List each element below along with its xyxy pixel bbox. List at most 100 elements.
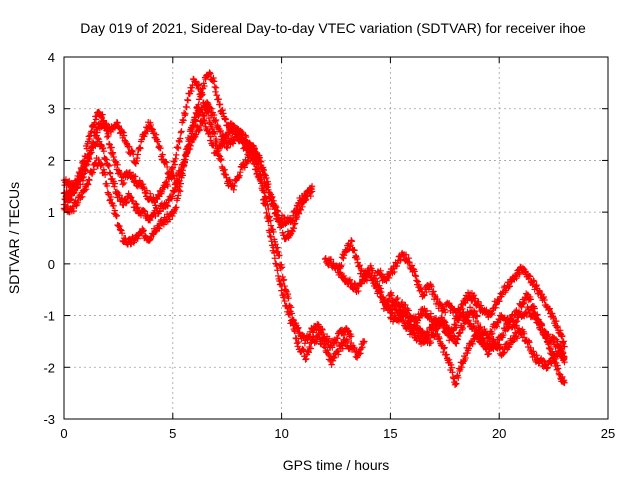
data-point bbox=[544, 364, 551, 372]
data-point bbox=[308, 188, 316, 195]
data-point bbox=[206, 69, 213, 76]
data-point bbox=[67, 196, 75, 203]
data-point bbox=[86, 150, 93, 158]
data-point bbox=[156, 225, 163, 232]
data-point bbox=[110, 153, 117, 161]
data-point bbox=[192, 116, 199, 123]
data-point bbox=[178, 128, 185, 135]
data-point bbox=[224, 144, 231, 152]
data-point bbox=[474, 319, 482, 327]
data-point bbox=[122, 234, 129, 242]
data-point bbox=[541, 296, 548, 304]
data-point bbox=[212, 84, 220, 92]
data-point bbox=[82, 162, 90, 169]
data-point bbox=[139, 180, 147, 188]
data-point bbox=[111, 183, 118, 190]
data-point bbox=[122, 199, 130, 207]
data-point bbox=[462, 354, 469, 362]
data-point bbox=[200, 116, 207, 124]
data-point bbox=[521, 330, 528, 338]
data-point bbox=[469, 340, 476, 348]
data-point bbox=[96, 138, 103, 145]
data-point bbox=[272, 241, 279, 248]
data-point bbox=[453, 340, 460, 347]
data-point bbox=[230, 186, 237, 194]
data-point bbox=[86, 150, 94, 157]
data-point bbox=[419, 291, 427, 298]
data-point bbox=[430, 324, 438, 331]
data-point bbox=[275, 252, 282, 259]
data-point bbox=[208, 121, 215, 128]
data-point bbox=[515, 308, 523, 315]
data-point bbox=[485, 350, 493, 357]
data-point bbox=[324, 338, 331, 345]
data-point bbox=[164, 182, 171, 190]
data-point bbox=[451, 381, 459, 389]
data-point bbox=[198, 89, 205, 96]
data-point bbox=[347, 242, 354, 249]
data-point bbox=[231, 137, 238, 145]
data-point bbox=[212, 135, 220, 143]
data-point bbox=[207, 120, 214, 128]
data-point bbox=[188, 130, 196, 137]
data-point bbox=[404, 259, 412, 267]
data-point bbox=[159, 151, 166, 158]
data-point bbox=[400, 316, 407, 324]
data-point bbox=[394, 294, 401, 302]
data-point bbox=[459, 310, 467, 318]
data-point bbox=[116, 222, 123, 230]
data-point bbox=[473, 328, 480, 335]
y-tick-label: -2 bbox=[43, 360, 55, 375]
data-point bbox=[213, 92, 220, 99]
data-point bbox=[120, 179, 128, 187]
data-point bbox=[468, 339, 475, 347]
data-point bbox=[192, 78, 200, 85]
data-point bbox=[241, 164, 249, 171]
data-point bbox=[536, 287, 543, 294]
data-point bbox=[133, 154, 141, 162]
data-point bbox=[454, 336, 461, 343]
data-point bbox=[131, 173, 139, 180]
data-point bbox=[471, 308, 478, 316]
series-trace-g bbox=[374, 249, 568, 350]
data-point bbox=[105, 140, 113, 148]
data-point bbox=[192, 109, 200, 117]
data-point bbox=[98, 141, 105, 148]
data-point bbox=[243, 159, 250, 167]
data-point bbox=[136, 144, 143, 151]
data-point bbox=[449, 369, 456, 376]
data-point bbox=[273, 262, 281, 270]
data-point bbox=[377, 285, 384, 292]
data-point bbox=[134, 151, 141, 158]
data-point bbox=[313, 338, 320, 345]
data-point bbox=[244, 158, 252, 165]
data-point bbox=[120, 132, 128, 139]
data-point bbox=[553, 317, 560, 325]
data-point bbox=[299, 346, 307, 353]
data-point bbox=[245, 154, 252, 161]
data-point bbox=[212, 88, 219, 95]
data-point bbox=[201, 82, 208, 90]
data-point bbox=[205, 114, 213, 122]
data-point bbox=[212, 116, 220, 124]
data-point bbox=[73, 183, 81, 191]
data-point bbox=[220, 167, 227, 174]
data-point bbox=[353, 255, 361, 263]
data-point bbox=[462, 311, 470, 319]
data-point bbox=[309, 329, 316, 336]
data-point bbox=[185, 145, 192, 153]
y-tick-label: -1 bbox=[43, 309, 55, 324]
data-point bbox=[359, 344, 366, 351]
data-point bbox=[546, 305, 553, 312]
data-point bbox=[134, 235, 141, 242]
data-point bbox=[266, 189, 273, 197]
data-point bbox=[387, 291, 394, 298]
data-point bbox=[387, 309, 395, 316]
data-point bbox=[215, 95, 222, 103]
data-point bbox=[539, 357, 547, 364]
data-point bbox=[380, 298, 388, 305]
data-point bbox=[512, 273, 519, 280]
data-point bbox=[85, 155, 93, 162]
data-point bbox=[285, 294, 292, 302]
data-point bbox=[352, 252, 360, 260]
